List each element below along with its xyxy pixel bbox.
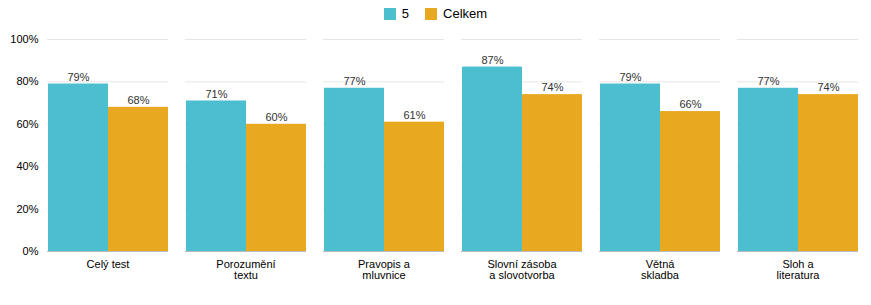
svg-text:0%: 0%: [23, 245, 39, 257]
svg-text:Porozuměnítextu: Porozuměnítextu: [216, 258, 275, 281]
svg-text:68%: 68%: [127, 94, 149, 106]
svg-text:74%: 74%: [817, 81, 839, 93]
svg-text:87%: 87%: [481, 54, 503, 66]
svg-text:77%: 77%: [757, 75, 779, 87]
svg-text:60%: 60%: [265, 111, 287, 123]
svg-text:100%: 100%: [10, 33, 38, 45]
svg-text:Pravopis amluvnice: Pravopis amluvnice: [358, 258, 411, 281]
svg-text:40%: 40%: [16, 160, 38, 172]
html-text:Celkem: Celkem: [443, 6, 488, 21]
svg-text:Sloh aliteratura: Sloh aliteratura: [777, 258, 821, 281]
svg-text:20%: 20%: [16, 203, 38, 215]
svg-text:80%: 80%: [16, 75, 38, 87]
svg-text:66%: 66%: [679, 98, 701, 110]
svg-text:71%: 71%: [205, 88, 227, 100]
svg-text:Slovní zásobaa slovotvorba: Slovní zásobaa slovotvorba: [487, 258, 557, 281]
svg-text:74%: 74%: [541, 81, 563, 93]
svg-text:Větnáskladba: Větnáskladba: [641, 258, 680, 281]
svg-text:77%: 77%: [343, 75, 365, 87]
svg-text:60%: 60%: [16, 118, 38, 130]
svg-text:Celý test: Celý test: [87, 258, 130, 270]
svg-text:61%: 61%: [403, 109, 425, 121]
svg-text:79%: 79%: [67, 71, 89, 83]
html-text:5: 5: [401, 6, 410, 21]
svg-text:79%: 79%: [619, 71, 641, 83]
